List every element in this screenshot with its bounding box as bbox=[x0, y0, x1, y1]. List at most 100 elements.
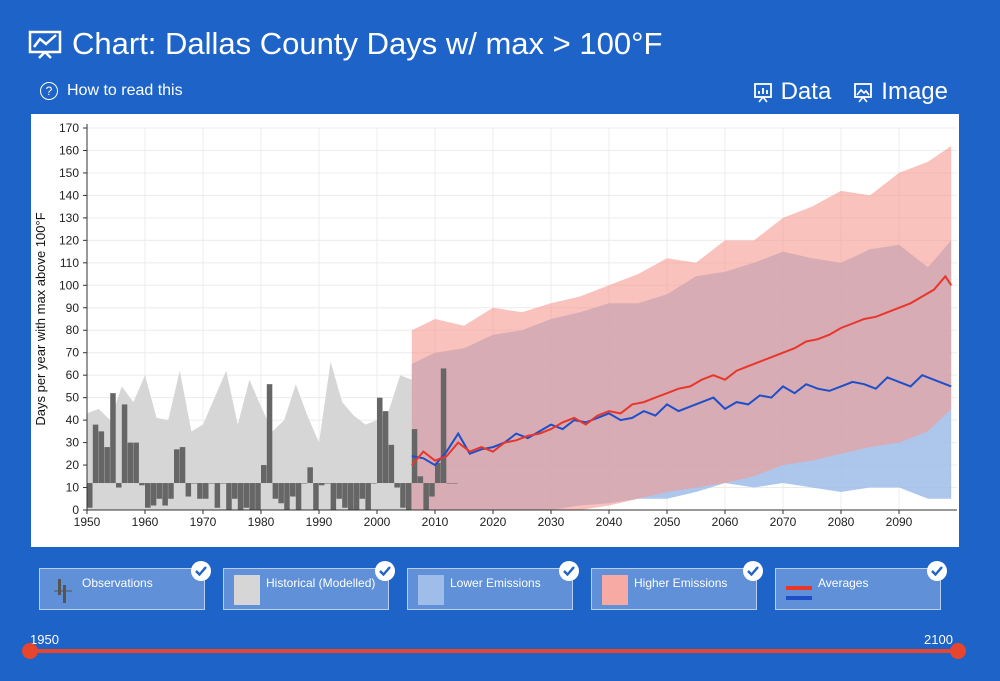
data-chart-icon bbox=[753, 83, 772, 103]
image-label: Image bbox=[881, 78, 948, 105]
x-tick-label: 2090 bbox=[886, 515, 913, 529]
y-tick-label: 110 bbox=[60, 256, 79, 270]
legend-averages[interactable]: Averages bbox=[775, 561, 947, 610]
observation-bar bbox=[156, 483, 163, 499]
observation-bar bbox=[377, 397, 383, 484]
y-tick-label: 30 bbox=[66, 436, 80, 450]
observation-bar bbox=[394, 483, 400, 488]
observation-bar bbox=[185, 483, 192, 497]
x-tick-label: 2040 bbox=[596, 515, 623, 529]
how-to-read-label: How to read this bbox=[67, 82, 183, 99]
observation-bar bbox=[150, 483, 157, 506]
observation-bar bbox=[272, 483, 279, 499]
y-tick-label: 70 bbox=[66, 346, 80, 360]
observation-bar bbox=[440, 368, 447, 484]
legend-label: Averages bbox=[818, 576, 869, 590]
observation-bar bbox=[220, 483, 226, 484]
how-to-read-link[interactable]: ? How to read this bbox=[40, 82, 183, 100]
observation-bar bbox=[261, 465, 267, 484]
observation-bar bbox=[98, 431, 105, 484]
checkmark-icon bbox=[559, 561, 579, 581]
observation-bar bbox=[92, 424, 99, 484]
legend-lower-emissions[interactable]: Lower Emissions bbox=[407, 561, 579, 610]
image-button[interactable]: Image bbox=[853, 78, 948, 106]
legend-label: Higher Emissions bbox=[634, 576, 728, 590]
legend: Observations Historical (Modelled) Lower… bbox=[39, 561, 947, 610]
x-tick-label: 2000 bbox=[364, 515, 391, 529]
observation-bar bbox=[197, 483, 203, 499]
x-tick-label: 2080 bbox=[828, 515, 855, 529]
observation-bar bbox=[417, 476, 424, 484]
observation-bar bbox=[116, 483, 122, 488]
data-button[interactable]: Data bbox=[753, 78, 832, 106]
chart-title: Chart: Dallas County Days w/ max > 100°F bbox=[72, 26, 663, 61]
observation-bar bbox=[290, 483, 296, 497]
observation-bar bbox=[168, 483, 174, 499]
observation-bar bbox=[336, 483, 342, 499]
observation-bar bbox=[191, 483, 197, 484]
observation-bar bbox=[295, 483, 302, 510]
observation-bar bbox=[226, 483, 232, 510]
y-tick-label: 170 bbox=[59, 121, 79, 135]
observation-bar bbox=[266, 384, 273, 484]
page-title: Chart: Dallas County Days w/ max > 100°F bbox=[28, 26, 662, 62]
observation-bar bbox=[330, 483, 337, 510]
observation-bar bbox=[139, 483, 145, 486]
x-tick-label: 2010 bbox=[422, 515, 449, 529]
observation-bar bbox=[423, 483, 429, 510]
image-icon bbox=[854, 83, 873, 103]
observation-bar bbox=[324, 483, 331, 484]
observation-bar bbox=[452, 483, 458, 484]
observation-bar bbox=[348, 483, 354, 510]
observation-bar bbox=[284, 483, 290, 510]
y-tick-label: 10 bbox=[66, 481, 80, 495]
x-tick-label: 1960 bbox=[132, 515, 159, 529]
observation-bar bbox=[388, 444, 395, 484]
higher-emissions-average-line bbox=[411, 274, 953, 466]
y-tick-label: 100 bbox=[59, 278, 79, 292]
legend-observations[interactable]: Observations bbox=[39, 561, 211, 610]
observation-bar bbox=[342, 483, 348, 508]
y-tick-label: 90 bbox=[66, 301, 80, 315]
observation-bar bbox=[319, 483, 325, 486]
observation-bar bbox=[365, 483, 371, 510]
observation-bar bbox=[359, 483, 366, 499]
slider-start-handle[interactable] bbox=[22, 643, 38, 659]
year-range-slider[interactable] bbox=[30, 649, 958, 653]
observation-bar bbox=[208, 483, 215, 484]
presentation-chart-icon bbox=[28, 30, 62, 59]
observation-bar bbox=[307, 467, 313, 484]
legend-higher-emissions[interactable]: Higher Emissions bbox=[591, 561, 763, 610]
observation-bar bbox=[382, 411, 389, 484]
observation-bar bbox=[353, 483, 360, 510]
y-tick-label: 140 bbox=[59, 188, 79, 202]
observation-bar bbox=[435, 462, 441, 484]
higher-emissions-swatch bbox=[602, 575, 628, 605]
observation-bar bbox=[162, 483, 168, 506]
checkmark-icon bbox=[191, 561, 211, 581]
y-tick-label: 50 bbox=[66, 391, 80, 405]
y-tick-label: 150 bbox=[59, 166, 79, 180]
slider-end-handle[interactable] bbox=[950, 643, 966, 659]
lower-emissions-swatch bbox=[418, 575, 444, 605]
x-tick-label: 2020 bbox=[480, 515, 507, 529]
data-label: Data bbox=[780, 78, 832, 105]
x-tick-label: 1970 bbox=[190, 515, 217, 529]
observation-bar bbox=[127, 442, 134, 484]
chart-panel: 0 10 20 30 40 50 60 70 80 90 100 110 120 130 140 150 160… bbox=[31, 114, 959, 547]
observation-bar bbox=[243, 483, 250, 508]
legend-label: Historical (Modelled) bbox=[266, 576, 376, 590]
legend-historical[interactable]: Historical (Modelled) bbox=[223, 561, 395, 610]
checkmark-icon bbox=[375, 561, 395, 581]
y-axis-label: Days per year with max above 100°F bbox=[33, 212, 48, 425]
chart-svg: 0102030405060708090100110120130140150160… bbox=[33, 121, 957, 529]
legend-label: Lower Emissions bbox=[450, 576, 541, 590]
y-tick-label: 20 bbox=[66, 458, 80, 472]
chart-tools: Data Image bbox=[753, 78, 948, 106]
averages-icon bbox=[786, 586, 812, 600]
y-tick-label: 0 bbox=[72, 503, 79, 517]
observation-bar bbox=[104, 447, 110, 484]
observation-bar bbox=[255, 483, 261, 510]
observation-bar bbox=[301, 483, 308, 484]
observation-bar bbox=[110, 393, 116, 484]
